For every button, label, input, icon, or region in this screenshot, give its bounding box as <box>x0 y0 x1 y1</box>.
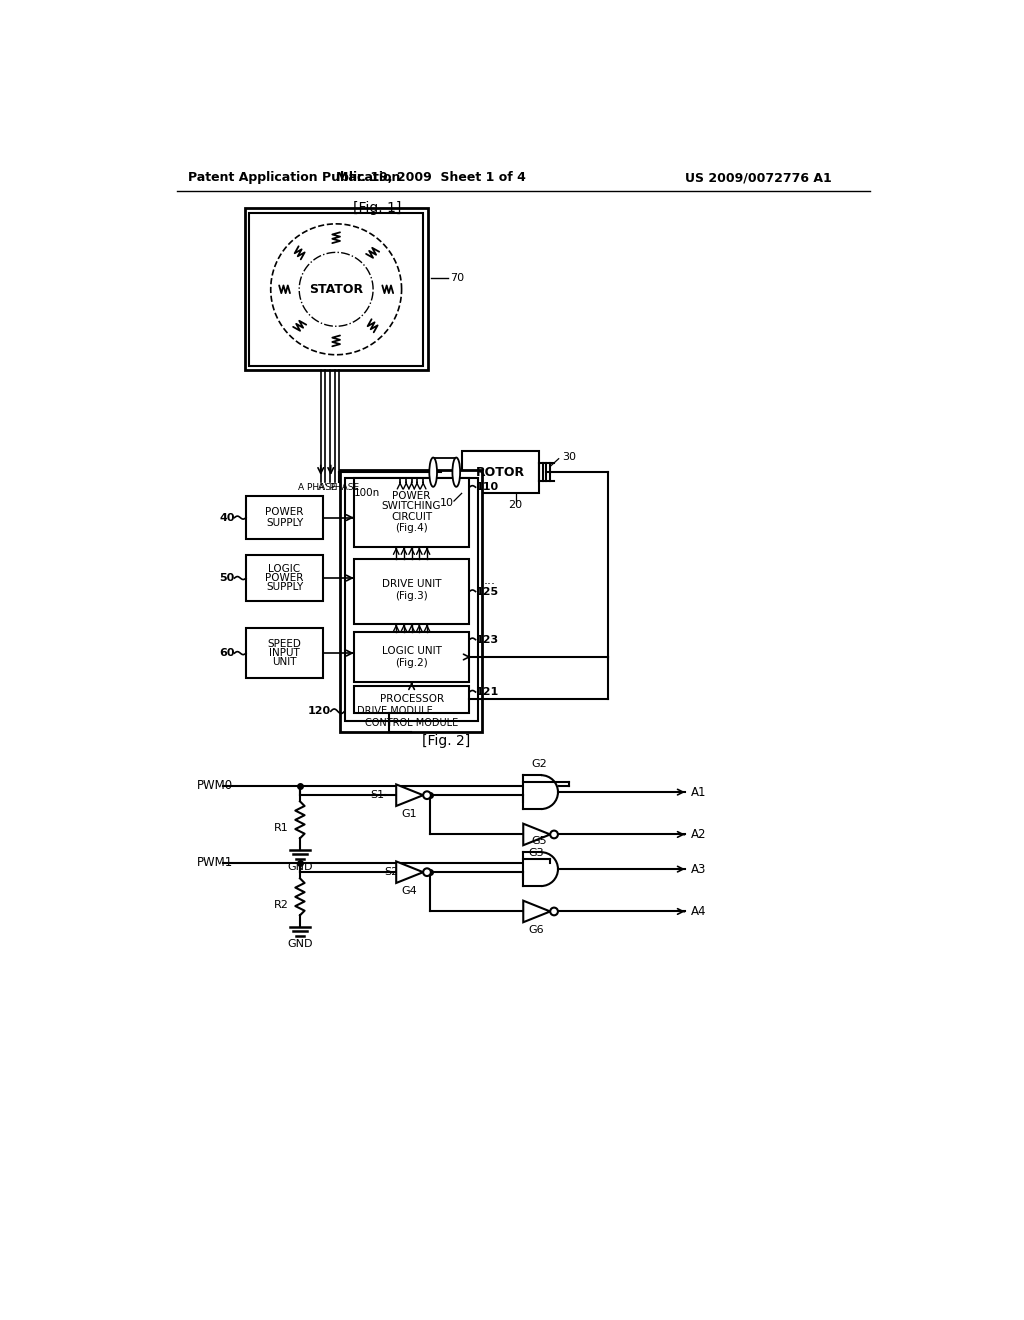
Text: [Fig. 2]: [Fig. 2] <box>422 734 470 748</box>
Text: 60: 60 <box>219 648 234 659</box>
Text: CIRCUIT: CIRCUIT <box>391 512 432 523</box>
Text: US 2009/0072776 A1: US 2009/0072776 A1 <box>685 172 831 185</box>
Text: A2: A2 <box>691 828 707 841</box>
Text: LOGIC: LOGIC <box>268 564 301 574</box>
Text: G1: G1 <box>401 809 417 818</box>
Text: 10: 10 <box>440 499 454 508</box>
Text: INPUT: INPUT <box>269 648 300 659</box>
Text: (Fig.2): (Fig.2) <box>395 659 428 668</box>
Text: GND: GND <box>287 862 312 871</box>
Text: PWM0: PWM0 <box>197 779 232 792</box>
Text: 123: 123 <box>475 635 499 644</box>
Bar <box>523 853 541 886</box>
Text: 125: 125 <box>475 586 499 597</box>
Text: A3: A3 <box>691 862 707 875</box>
Bar <box>523 775 541 809</box>
Text: 30: 30 <box>562 453 575 462</box>
Text: GND: GND <box>287 939 312 949</box>
Text: PWM1: PWM1 <box>197 857 233 870</box>
Circle shape <box>550 908 558 915</box>
Text: UNIT: UNIT <box>272 657 297 668</box>
Text: PROCESSOR: PROCESSOR <box>380 694 443 705</box>
Text: POWER: POWER <box>265 507 304 517</box>
Text: POWER: POWER <box>265 573 304 583</box>
Text: SUPPLY: SUPPLY <box>266 517 303 528</box>
Polygon shape <box>396 862 423 883</box>
Circle shape <box>423 792 431 799</box>
Text: A4: A4 <box>691 906 707 917</box>
Polygon shape <box>396 784 423 807</box>
Text: G2: G2 <box>531 759 547 770</box>
Text: SPEED: SPEED <box>267 639 301 649</box>
Text: 110: 110 <box>475 482 499 492</box>
Bar <box>433 458 457 487</box>
Text: 50: 50 <box>219 573 234 583</box>
Text: G6: G6 <box>528 925 544 935</box>
Text: 121: 121 <box>475 686 499 697</box>
Polygon shape <box>523 824 550 845</box>
Text: Patent Application Publication: Patent Application Publication <box>188 172 400 185</box>
Text: SWITCHING: SWITCHING <box>382 502 441 511</box>
Bar <box>354 632 469 682</box>
Bar <box>354 686 469 713</box>
Text: S1: S1 <box>371 791 385 800</box>
Bar <box>245 209 428 370</box>
Text: A PHASE: A PHASE <box>298 483 337 491</box>
Text: SUPPLY: SUPPLY <box>266 582 303 593</box>
Text: 20: 20 <box>509 500 522 510</box>
Text: 100n: 100n <box>354 488 380 499</box>
Text: LOGIC UNIT: LOGIC UNIT <box>382 645 441 656</box>
Circle shape <box>550 830 558 838</box>
Text: ...: ... <box>483 574 496 587</box>
Bar <box>340 470 482 733</box>
Text: 40: 40 <box>219 512 234 523</box>
Bar <box>354 558 469 624</box>
Text: DRIVE MODULE: DRIVE MODULE <box>356 706 432 717</box>
Text: G5: G5 <box>531 837 547 846</box>
Text: A' PHASE: A' PHASE <box>317 483 359 491</box>
Bar <box>354 478 469 548</box>
Circle shape <box>423 869 431 876</box>
Text: (Fig.3): (Fig.3) <box>395 591 428 601</box>
Text: R1: R1 <box>273 824 289 833</box>
Ellipse shape <box>453 458 460 487</box>
Polygon shape <box>523 900 550 923</box>
Bar <box>246 496 323 539</box>
Text: ROTOR: ROTOR <box>475 466 524 479</box>
Text: (Fig.4): (Fig.4) <box>395 523 428 533</box>
Bar <box>249 213 423 366</box>
Text: CONTROL MODULE: CONTROL MODULE <box>365 718 458 727</box>
Bar <box>246 554 323 601</box>
Bar <box>345 478 478 721</box>
Text: POWER: POWER <box>392 491 431 500</box>
Bar <box>246 628 323 678</box>
Text: R2: R2 <box>273 900 289 911</box>
Ellipse shape <box>429 458 437 487</box>
Text: 70: 70 <box>451 273 464 282</box>
Text: Mar. 19, 2009  Sheet 1 of 4: Mar. 19, 2009 Sheet 1 of 4 <box>336 172 525 185</box>
Text: 120: 120 <box>307 706 331 717</box>
Text: A1: A1 <box>691 785 707 799</box>
Text: S2: S2 <box>385 867 399 878</box>
Text: G4: G4 <box>401 886 417 896</box>
Text: G3: G3 <box>528 847 544 858</box>
Text: [Fig. 1]: [Fig. 1] <box>353 202 401 215</box>
Text: DRIVE UNIT: DRIVE UNIT <box>382 579 441 589</box>
Bar <box>462 451 539 494</box>
Text: STATOR: STATOR <box>309 282 364 296</box>
